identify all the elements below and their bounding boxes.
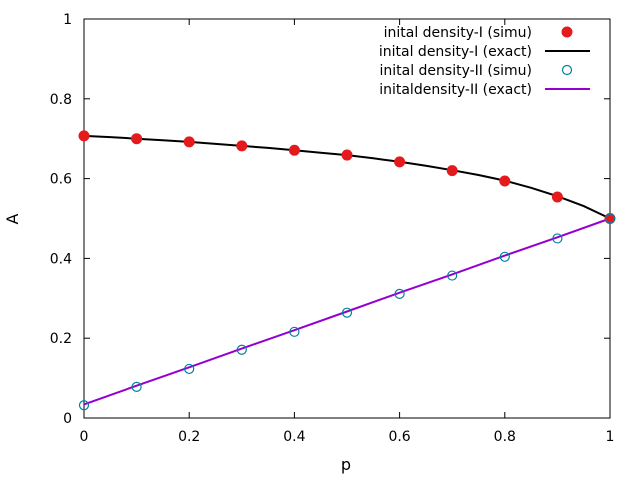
- x-tick-label: 0.4: [283, 429, 305, 445]
- data-point: [341, 307, 353, 318]
- legend-marker-swatch: [561, 64, 573, 76]
- data-point: [184, 363, 195, 375]
- legend-label: initaldensity-II (exact): [379, 82, 532, 98]
- series-layer: [78, 130, 616, 411]
- x-tick-label: 0: [80, 429, 89, 445]
- x-tick-label: 0.6: [388, 429, 410, 445]
- data-point: [236, 344, 247, 355]
- x-axis-label: p: [341, 455, 351, 474]
- data-point: [394, 156, 406, 168]
- y-tick-label: 0.6: [50, 172, 72, 188]
- y-tick-label: 0.8: [50, 92, 72, 108]
- data-point: [78, 130, 90, 142]
- data-point: [499, 251, 510, 262]
- data-point: [131, 133, 143, 145]
- data-point: [499, 175, 511, 187]
- y-axis-label: A: [3, 213, 22, 224]
- x-tick-label: 0.2: [178, 429, 200, 445]
- data-point: [341, 149, 353, 161]
- data-point: [447, 270, 458, 281]
- axes: 0 0.2 0.4 0.6 0.8 1 0 0.2 0.4 0.6 0.8 1: [50, 12, 615, 445]
- series-line: [83, 217, 611, 406]
- legend-label: inital density-I (simu): [384, 25, 532, 41]
- data-point: [446, 165, 458, 177]
- x-tick-label: 1: [606, 429, 615, 445]
- data-point: [289, 326, 300, 337]
- data-point: [288, 144, 300, 156]
- y-tick-label: 0: [63, 411, 72, 427]
- data-point: [78, 400, 90, 411]
- data-point: [552, 233, 563, 244]
- x-tick-label: 0.8: [494, 429, 516, 445]
- data-point: [604, 213, 616, 224]
- legend-label: inital density-II (simu): [379, 63, 532, 79]
- y-tick-label: 0.4: [50, 251, 72, 267]
- legend-label: inital density-I (exact): [379, 44, 532, 60]
- y-tick-label: 0.2: [50, 331, 72, 347]
- data-point: [394, 288, 405, 300]
- data-point: [551, 191, 563, 203]
- data-point: [183, 136, 195, 148]
- data-point: [131, 381, 142, 392]
- y-tick-label: 1: [63, 12, 72, 28]
- data-point: [236, 140, 248, 152]
- legend: inital density-I (simu) inital density-I …: [379, 25, 590, 98]
- legend-marker-swatch: [561, 26, 573, 38]
- series-line: [83, 134, 611, 220]
